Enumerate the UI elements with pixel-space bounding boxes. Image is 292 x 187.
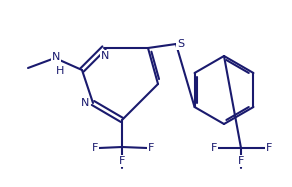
Text: S: S bbox=[177, 39, 184, 49]
Text: N: N bbox=[52, 52, 60, 62]
Text: F: F bbox=[92, 143, 98, 153]
Text: F: F bbox=[266, 143, 272, 153]
Text: F: F bbox=[148, 143, 154, 153]
Text: F: F bbox=[119, 156, 125, 166]
Text: N: N bbox=[81, 98, 89, 108]
Text: N: N bbox=[101, 51, 109, 61]
Text: F: F bbox=[211, 143, 217, 153]
Text: H: H bbox=[56, 66, 64, 76]
Text: F: F bbox=[238, 156, 244, 166]
